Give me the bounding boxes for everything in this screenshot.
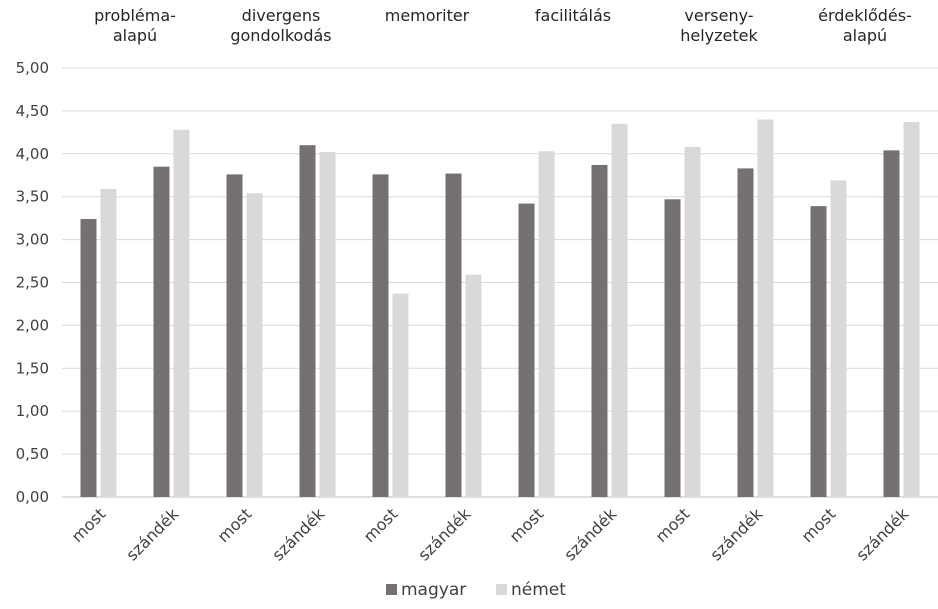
y-tick-label: 3,00 (16, 231, 49, 249)
bar-magyar (80, 219, 97, 497)
group-label: verseny- (684, 6, 753, 25)
bar-német (173, 129, 190, 497)
bar-magyar (445, 173, 462, 497)
y-tick-label: 4,00 (16, 145, 49, 163)
bar-német (903, 122, 920, 497)
legend-swatch-magyar (386, 584, 397, 595)
group-label: gondolkodás (230, 26, 331, 45)
x-tick-label: most (214, 504, 256, 546)
bar-magyar (372, 174, 389, 497)
y-tick-label: 5,00 (16, 59, 49, 77)
bar-magyar (518, 203, 535, 497)
bar-magyar (153, 166, 170, 498)
bar-magyar (299, 145, 316, 497)
x-tick-label: szándék (268, 504, 329, 565)
y-tick-label: 4,50 (16, 102, 49, 120)
bar-magyar (810, 206, 827, 497)
y-tick-label: 0,00 (16, 488, 49, 506)
bar-német (830, 180, 847, 497)
bar-német (246, 193, 263, 497)
group-label: facilitálás (535, 6, 611, 25)
group-label: memoriter (385, 6, 470, 25)
x-tick-label: most (68, 504, 110, 546)
group-label: alapú (113, 26, 157, 45)
legend-label-magyar: magyar (401, 580, 466, 600)
y-tick-label: 1,50 (16, 359, 49, 377)
bar-német (465, 274, 482, 497)
group-label: probléma- (94, 6, 176, 25)
x-tick-label: szándék (706, 504, 767, 565)
bar-német (100, 188, 117, 497)
bar-magyar (226, 174, 243, 497)
bar-német (319, 152, 336, 498)
x-tick-label: szándék (414, 504, 475, 565)
x-tick-label: most (360, 504, 402, 546)
bar-magyar (591, 164, 608, 498)
legend-swatch-német (496, 584, 507, 595)
y-tick-label: 3,50 (16, 188, 49, 206)
x-tick-label: szándék (852, 504, 913, 565)
x-tick-label: szándék (560, 504, 621, 565)
y-tick-label: 1,00 (16, 402, 49, 420)
bar-német (757, 119, 774, 497)
bar-magyar (664, 199, 681, 498)
x-tick-label: most (798, 504, 840, 546)
x-tick-label: most (506, 504, 548, 546)
group-label: alapú (843, 26, 887, 45)
group-label: divergens (242, 6, 321, 25)
bar-német (684, 146, 701, 497)
bar-német (538, 151, 555, 497)
y-tick-label: 0,50 (16, 445, 49, 463)
group-label: helyzetek (680, 26, 758, 45)
bar-német (392, 293, 409, 497)
legend-label-német: német (511, 580, 566, 600)
x-tick-label: szándék (122, 504, 183, 565)
bar-magyar (737, 168, 754, 498)
x-tick-label: most (652, 504, 694, 546)
y-tick-label: 2,00 (16, 316, 49, 334)
bar-magyar (883, 150, 900, 498)
group-label: érdeklődés- (818, 6, 912, 25)
bar-német (611, 123, 628, 498)
y-tick-label: 2,50 (16, 274, 49, 292)
